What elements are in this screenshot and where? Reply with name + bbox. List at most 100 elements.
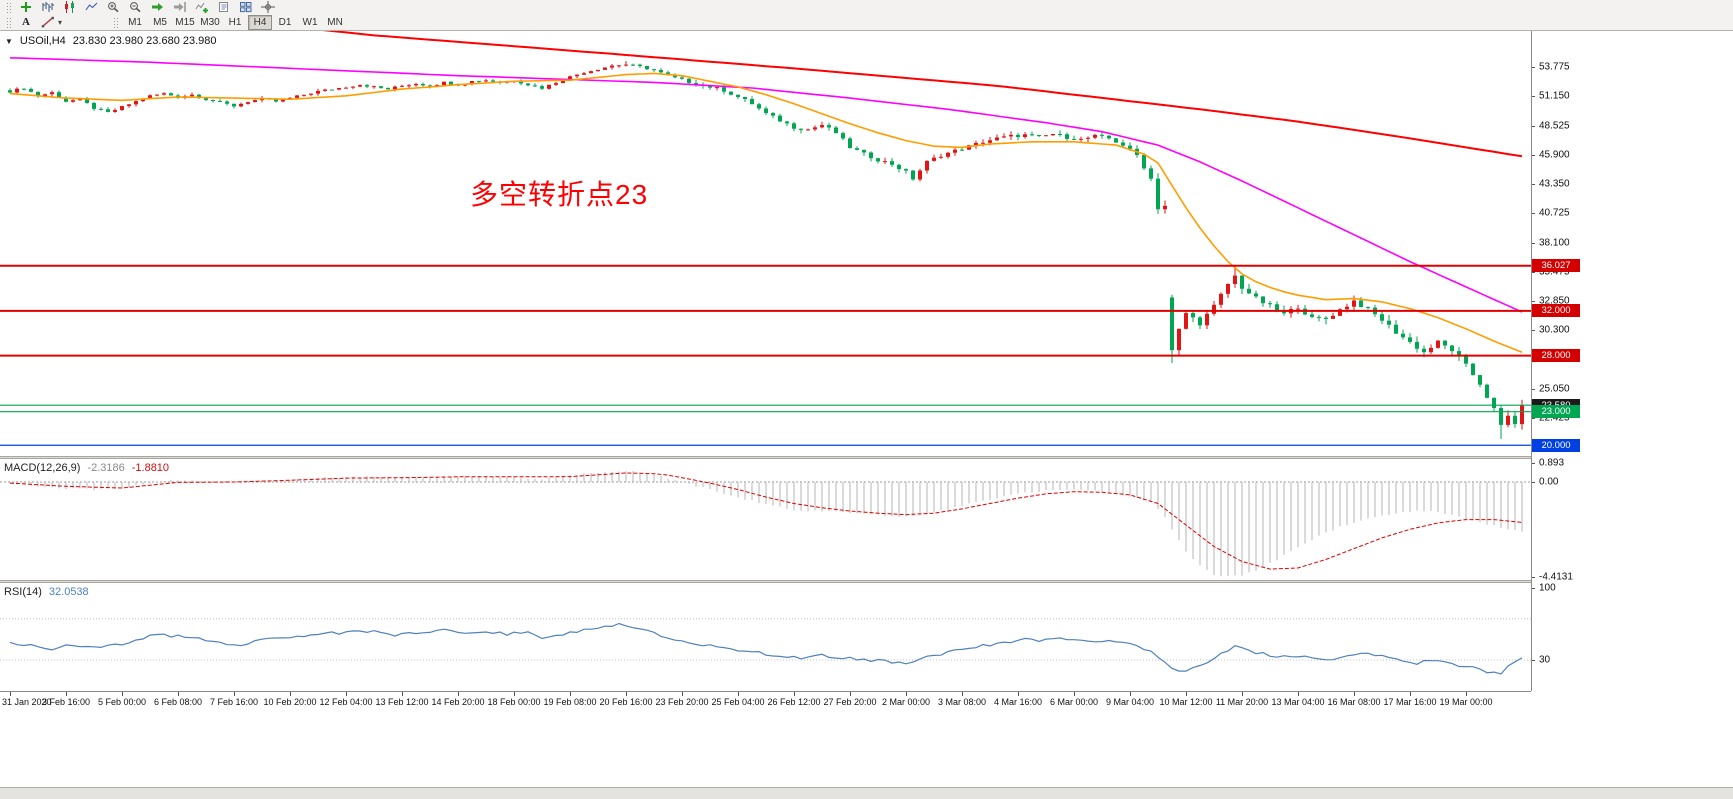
- chart-annotation-text: 多空转折点23: [470, 179, 649, 210]
- horizontal-lines: [0, 264, 1531, 446]
- templates-icon: [217, 1, 231, 13]
- time-axis-label: 31 Jan 2020: [2, 697, 52, 707]
- time-axis-tick: [1466, 692, 1467, 696]
- price-scale-tick: [1531, 125, 1535, 127]
- time-axis[interactable]: 31 Jan 2020 3 Feb 16:00 5 Feb 00:00 6 Feb 0…: [0, 691, 1531, 713]
- timeframe-w1-button[interactable]: W1: [298, 15, 322, 30]
- price-scale-tick: [1531, 213, 1535, 215]
- line-studies-toolbar-handle[interactable]: [6, 16, 11, 28]
- time-axis-label: 10 Mar 12:00: [1159, 697, 1213, 707]
- time-axis-label: 17 Mar 16:00: [1383, 697, 1437, 707]
- time-axis-label: 10 Feb 20:00: [263, 697, 317, 707]
- time-axis-label: 9 Mar 04:00: [1105, 697, 1155, 707]
- macd-signal-value: -1.8810: [131, 462, 170, 474]
- charts-candle-button[interactable]: [60, 1, 80, 14]
- time-axis-tick: [1410, 692, 1411, 696]
- timeframe-h4-button[interactable]: H4: [248, 14, 273, 30]
- crosshair-button[interactable]: [258, 1, 278, 14]
- symbol-dropdown-icon[interactable]: ▼: [5, 36, 13, 46]
- time-axis-label: 2 Mar 00:00: [881, 697, 931, 707]
- rsi-scale-label: 100: [1539, 582, 1556, 594]
- bottom-scrollbar[interactable]: [0, 787, 1733, 799]
- macd-scale-tick: [1531, 576, 1535, 578]
- moving-averages: [9, 31, 1523, 354]
- timeframe-m30-button[interactable]: M30: [198, 15, 222, 30]
- ohlc-values: 23.830 23.980 23.680 23.980: [72, 35, 217, 47]
- time-axis-tick: [906, 692, 907, 696]
- support-line-23-badge: 23.000: [1532, 405, 1580, 419]
- zoom-in-button[interactable]: [104, 1, 124, 14]
- timeframe-m5-button[interactable]: M5: [148, 15, 172, 30]
- time-axis-label: 5 Feb 00:00: [97, 697, 147, 707]
- auto-scroll-button[interactable]: [148, 1, 168, 14]
- time-axis-label: 13 Feb 12:00: [375, 697, 429, 707]
- chart-shift-button[interactable]: [170, 1, 190, 14]
- price-scale-tick: [1531, 329, 1535, 331]
- time-axis-tick: [178, 692, 179, 696]
- rsi-scale-tick: [1531, 588, 1535, 589]
- zoom-out-button[interactable]: [126, 1, 146, 14]
- timeframe-m15-button[interactable]: M15: [173, 15, 197, 30]
- draw-tools-button[interactable]: [38, 16, 58, 29]
- time-axis-tick: [850, 692, 851, 696]
- macd-scale-tick: [1531, 462, 1535, 464]
- panel-splitter-rsi[interactable]: [0, 580, 1531, 583]
- timeframe-h1-button[interactable]: H1: [223, 15, 247, 30]
- time-axis-label: 23 Feb 20:00: [655, 697, 709, 707]
- charts-candle-icon: [63, 1, 77, 13]
- timeframe-m1-button[interactable]: M1: [123, 15, 147, 30]
- crosshair-icon: [261, 1, 275, 13]
- text-label-tool-button[interactable]: A: [16, 16, 36, 29]
- draw-tools-caret-icon[interactable]: ▾: [58, 17, 63, 27]
- price-scale-label: 48.525: [1539, 120, 1570, 132]
- macd-panel[interactable]: [0, 459, 1531, 580]
- panel-splitter-macd[interactable]: [0, 456, 1531, 459]
- timeframes-toolbar-handle[interactable]: [113, 16, 119, 28]
- new-order-button[interactable]: [16, 1, 36, 14]
- time-axis-label: 12 Feb 04:00: [319, 697, 373, 707]
- price-scale-label: 32.850: [1539, 295, 1570, 307]
- time-axis-label: 7 Feb 16:00: [209, 697, 259, 707]
- time-axis-label: 18 Feb 00:00: [487, 697, 541, 707]
- time-axis-label: 4 Mar 16:00: [993, 697, 1043, 707]
- ma-fast-orange[interactable]: [9, 72, 1523, 354]
- rsi-name: RSI(14): [4, 586, 42, 598]
- ma-slow-red[interactable]: [10, 31, 1523, 158]
- ma-medium-magenta[interactable]: [9, 57, 1523, 313]
- timeframe-d1-button[interactable]: D1: [273, 15, 297, 30]
- charts-line-button[interactable]: [82, 1, 102, 14]
- charts-bar-icon: [41, 1, 55, 13]
- time-axis-label: 27 Feb 20:00: [823, 697, 877, 707]
- main-chart-panel[interactable]: [0, 31, 1531, 456]
- rsi-panel[interactable]: [0, 583, 1531, 691]
- timeframe-mn-button[interactable]: MN: [323, 15, 347, 30]
- candlestick-series: [8, 61, 1524, 440]
- time-axis-label: 3 Feb 16:00: [41, 697, 91, 707]
- tile-windows-button[interactable]: [236, 1, 256, 14]
- price-scale[interactable]: 53.775 51.150 48.525 45.900 43.350 40.725 38.1…: [1531, 0, 1733, 799]
- time-axis-label: 16 Mar 08:00: [1327, 697, 1381, 707]
- time-axis-tick: [402, 692, 403, 696]
- macd-value: -2.3186: [87, 462, 125, 474]
- time-axis-tick: [514, 692, 515, 696]
- price-scale-tick: [1531, 96, 1535, 98]
- price-scale-border: [1531, 31, 1532, 691]
- templates-button[interactable]: [214, 1, 234, 14]
- toolbar-handle[interactable]: [6, 1, 11, 13]
- time-axis-label: 6 Mar 00:00: [1049, 697, 1099, 707]
- time-axis-tick: [1186, 692, 1187, 696]
- new-order-icon: [19, 1, 33, 13]
- price-scale-label: 40.725: [1539, 207, 1570, 219]
- price-scale-tick: [1531, 418, 1535, 420]
- time-axis-label: 19 Mar 00:00: [1439, 697, 1493, 707]
- time-axis-tick: [682, 692, 683, 696]
- indicators-button[interactable]: [192, 1, 212, 14]
- charts-line-icon: [85, 1, 99, 13]
- macd-label: MACD(12,26,9) -2.3186 -1.8810: [4, 462, 169, 474]
- time-axis-tick: [962, 692, 963, 696]
- toolbar-row-standard: [0, 0, 1733, 14]
- price-scale-label: 53.775: [1539, 61, 1570, 73]
- rsi-scale-label: 30: [1539, 654, 1551, 666]
- charts-bar-button[interactable]: [38, 1, 58, 14]
